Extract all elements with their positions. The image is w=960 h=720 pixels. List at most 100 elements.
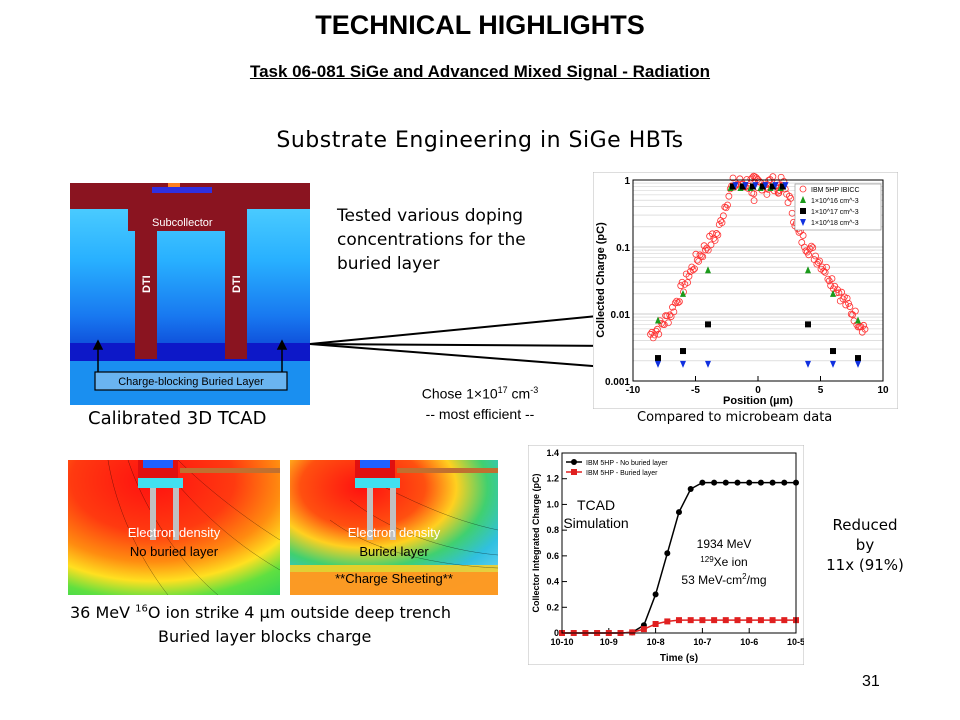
y-tick-label: 1.2 <box>546 474 559 484</box>
panel2-line1: Electron density <box>348 525 441 540</box>
data-point <box>687 486 694 492</box>
x-tick-label: 10-9 <box>600 637 618 647</box>
data-point <box>752 182 759 190</box>
data-point <box>734 479 741 486</box>
chart-marks <box>647 172 869 368</box>
subcollector-label: Subcollector <box>152 217 213 229</box>
data-point-ibicc <box>677 282 685 290</box>
data-point <box>652 591 659 598</box>
data-point <box>680 348 686 355</box>
data-point-ibicc <box>653 325 661 333</box>
x-tick-label: 10-10 <box>550 637 573 647</box>
blocks-charge-caption: Buried layer blocks charge <box>158 627 372 646</box>
data-point <box>742 182 749 190</box>
data-point-ibicc <box>755 177 763 185</box>
chart-legend: IBM 5HP - No buried layer IBM 5HP - Burie… <box>566 459 668 477</box>
data-point <box>687 617 694 624</box>
data-point <box>750 183 756 190</box>
y-tick-label: 1.4 <box>546 448 559 458</box>
x-tick-label: 5 <box>818 385 824 396</box>
data-point <box>705 321 711 328</box>
data-point <box>640 626 647 633</box>
dti-label-right: DTI <box>231 275 243 293</box>
data-point-ibicc <box>807 242 815 250</box>
data-point-ibicc <box>711 236 719 244</box>
chose-exponent: 17 <box>497 385 508 395</box>
data-point <box>769 479 776 486</box>
y-tick-label: 0.4 <box>546 577 559 587</box>
data-point-ibicc <box>818 263 826 271</box>
collected-charge-chart: -10 -5 0 5 10 1 0.1 0.01 0.001 Position (µm) Col… <box>593 172 898 409</box>
data-point-ibicc <box>750 190 758 198</box>
data-point-ibicc <box>695 257 703 265</box>
ion-annotation: 129Xe ion <box>700 555 747 569</box>
ion-name: Xe ion <box>714 555 748 569</box>
data-point <box>757 479 764 486</box>
x-tick-label: 10-8 <box>647 637 665 647</box>
data-point-ibicc <box>714 231 722 239</box>
legend-label: 1×10^17 cm^-3 <box>811 209 859 216</box>
legend-marker <box>800 219 806 226</box>
data-point-ibicc <box>689 266 697 274</box>
data-point <box>757 617 764 624</box>
data-point-ibicc <box>809 244 817 251</box>
data-point-ibicc <box>699 253 707 261</box>
data-point-ibicc <box>697 252 705 260</box>
data-point <box>730 183 736 190</box>
data-point-ibicc <box>823 263 830 271</box>
compared-note: Compared to microbeam data <box>637 410 833 425</box>
electron-density-panel-buried: Electron density Buried layer **Charge S… <box>290 460 498 595</box>
chose-line: Chose 1×1017 cm-3 <box>380 380 580 404</box>
data-point-ibicc <box>673 297 681 305</box>
data-point <box>781 479 788 486</box>
integrated-charge-chart: 10-10 10-9 10-8 10-7 10-6 10-5 0 0.2 0.4 0.6 0.8 1.… <box>528 445 804 665</box>
data-point <box>782 182 789 190</box>
let-unit: /mg <box>747 573 767 587</box>
legend-label: IBM 5HP - Buried layer <box>586 470 658 477</box>
data-point-ibicc <box>685 272 693 280</box>
data-point-ibicc <box>675 298 683 306</box>
simulation-annotation: Simulation <box>563 515 628 531</box>
data-point-ibicc <box>845 299 852 307</box>
data-point-ibicc <box>787 194 795 202</box>
data-point <box>732 182 739 190</box>
data-point-ibicc <box>651 331 659 339</box>
let-value: 53 MeV-cm <box>681 573 742 587</box>
x-tick-label: 10-5 <box>787 637 804 647</box>
x-axis-label: Time (s) <box>660 653 698 664</box>
ion-mass: 129 <box>700 555 714 564</box>
data-point-ibicc <box>725 192 733 200</box>
chart-legend: IBM 5HP IBICC 1×10^16 cm^-3 1×10^17 cm^-3 1… <box>794 183 882 231</box>
x-tick-label: -10 <box>626 385 641 396</box>
tcad-caption: Calibrated 3D TCAD <box>88 408 267 429</box>
data-point <box>734 617 741 624</box>
data-point-ibicc <box>713 230 720 237</box>
data-point <box>772 182 779 190</box>
y-tick-label: 1.0 <box>546 499 559 509</box>
data-point-ibicc <box>799 232 807 239</box>
strike-caption-b: O ion strike 4 µm outside deep trench <box>147 603 451 622</box>
data-point-ibicc <box>704 246 712 254</box>
data-point-ibicc <box>693 256 701 264</box>
page-number: 31 <box>862 673 880 690</box>
data-point-ibicc <box>670 308 678 316</box>
data-point <box>655 355 661 362</box>
data-point-ibicc <box>724 201 731 209</box>
legend-marker <box>571 459 577 465</box>
charge-sheeting-label: **Charge Sheeting** <box>335 571 453 586</box>
y-axis-label: Collector Integrated Charge (pC) <box>531 473 541 612</box>
reduced-line: by <box>855 536 875 554</box>
data-point-ibicc <box>719 212 727 220</box>
data-point-ibicc <box>684 279 692 286</box>
reduced-line: 11x (91%) <box>826 556 904 574</box>
data-point <box>740 183 746 190</box>
buried-layer-label: Charge-blocking Buried Layer <box>118 376 264 388</box>
data-point <box>675 509 682 516</box>
data-point-ibicc <box>839 295 847 303</box>
tested-note: Tested various doping concentrations for… <box>337 204 526 276</box>
reduced-note: Reduced by 11x (91%) <box>810 515 920 575</box>
data-point <box>680 289 686 297</box>
data-point-ibicc <box>814 259 822 266</box>
data-point <box>855 355 861 362</box>
y-tick-label: 1 <box>624 176 630 187</box>
